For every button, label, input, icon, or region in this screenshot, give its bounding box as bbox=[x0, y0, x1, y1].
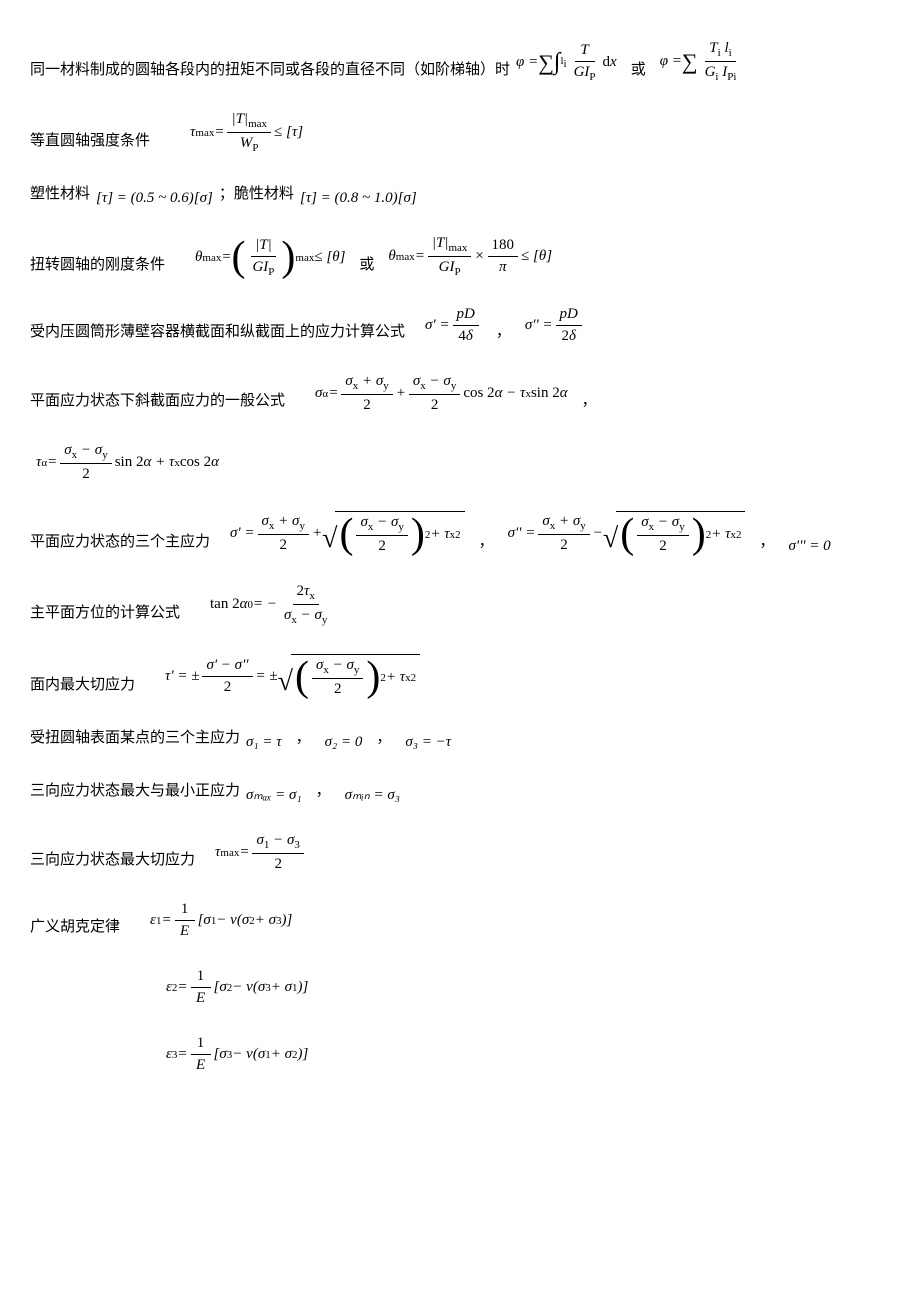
sep-4: 或 bbox=[359, 253, 374, 278]
formula-theta-2: θmax = |T|maxGIP × 180π ≤ [θ] bbox=[388, 235, 552, 278]
formula-phi-2: φ = ∑ Ti liGi IPi bbox=[660, 40, 744, 83]
formula-phi-1: φ = ∑∫li TGIP dx bbox=[516, 42, 617, 83]
line-9: 面内最大切应力 τ' = ± σ' − σ''2 = ± √ ( σx − σy… bbox=[30, 654, 890, 698]
sep-1: 或 bbox=[631, 58, 646, 83]
formula-sigma-alpha: σα = σx + σy2 + σx − σy2 cos 2α − τx sin… bbox=[315, 373, 568, 414]
formula-theta-1: θmax = ( |T|GIP )max ≤ [θ] bbox=[195, 237, 345, 278]
sep-5: ， bbox=[496, 320, 511, 345]
line-7: 平面应力状态的三个主应力 σ' = σx + σy2 + √ ( σx − σy… bbox=[30, 511, 890, 555]
sep-7b: ， bbox=[759, 530, 774, 555]
formula-sigma-p2: σ'' = pD2δ bbox=[525, 306, 585, 345]
label-11: 三向应力状态最大与最小正应力 bbox=[30, 779, 240, 804]
formula-sigma-prime: σ' = σx + σy2 + √ ( σx − σy2 )2 + τx2 bbox=[230, 511, 465, 555]
label-5: 受内压圆筒形薄壁容器横截面和纵截面上的应力计算公式 bbox=[30, 320, 405, 345]
label-6: 平面应力状态下斜截面应力的一般公式 bbox=[30, 389, 285, 414]
formula-sigma-p1: σ' = pD4δ bbox=[425, 306, 482, 345]
label-8: 主平面方位的计算公式 bbox=[30, 601, 180, 626]
sep-11: ， bbox=[316, 779, 331, 804]
line-6: 平面应力状态下斜截面应力的一般公式 σα = σx + σy2 + σx − σ… bbox=[30, 373, 890, 414]
formula-3b: [τ] = (0.8 ~ 1.0)[σ] bbox=[300, 190, 417, 207]
label-3b: 脆性材料 bbox=[234, 182, 294, 207]
line-3: 塑性材料 [τ] = (0.5 ~ 0.6)[σ] ； 脆性材料 [τ] = (… bbox=[30, 182, 890, 207]
label-12: 三向应力状态最大切应力 bbox=[30, 848, 195, 873]
label-3a: 塑性材料 bbox=[30, 182, 90, 207]
formula-tan2a: tan 2α0 = − 2τxσx − σy bbox=[210, 583, 334, 626]
formula-eps2: ε2 = 1E [σ2 − ν(σ3 + σ1)] bbox=[166, 968, 308, 1007]
line-12: 三向应力状态最大切应力 τmax = σ1 − σ32 bbox=[30, 832, 890, 873]
line-5: 受内压圆筒形薄壁容器横截面和纵截面上的应力计算公式 σ' = pD4δ ， σ'… bbox=[30, 306, 890, 345]
formula-10c: σ₃ = −τ bbox=[405, 734, 451, 751]
line-13b: ε2 = 1E [σ2 − ν(σ3 + σ1)] bbox=[30, 968, 890, 1007]
label-10: 受扭圆轴表面某点的三个主应力 bbox=[30, 726, 240, 751]
line-10: 受扭圆轴表面某点的三个主应力 σ₁ = τ ， σ₂ = 0 ， σ₃ = −τ bbox=[30, 726, 890, 751]
line-13: 广义胡克定律 ε1 = 1E [σ1 − ν(σ2 + σ3)] bbox=[30, 901, 890, 940]
line-8: 主平面方位的计算公式 tan 2α0 = − 2τxσx − σy bbox=[30, 583, 890, 626]
line-2: 等直圆轴强度条件 τmax = |T|maxWP ≤ [τ] bbox=[30, 111, 890, 154]
formula-sigma-doubleprime: σ'' = σx + σy2 − √ ( σx − σy2 )2 + τx2 bbox=[508, 511, 746, 555]
label-4: 扭转圆轴的刚度条件 bbox=[30, 253, 165, 278]
line-4: 扭转圆轴的刚度条件 θmax = ( |T|GIP )max ≤ [θ] 或 θ… bbox=[30, 235, 890, 278]
line-13c: ε3 = 1E [σ3 − ν(σ1 + σ2)] bbox=[30, 1035, 890, 1074]
formula-11a: σₘₐₓ = σ₁ bbox=[246, 785, 302, 804]
line-1: 同一材料制成的圆轴各段内的扭矩不同或各段的直径不同（如阶梯轴）时 φ = ∑∫l… bbox=[30, 40, 890, 83]
line-11: 三向应力状态最大与最小正应力 σₘₐₓ = σ₁ ， σₘᵢₙ = σ₃ bbox=[30, 779, 890, 804]
sep-10a: ， bbox=[296, 726, 311, 751]
line-6b: τα = σx − σy2 sin 2α + τx cos 2α bbox=[30, 442, 890, 483]
formula-tau-alpha: τα = σx − σy2 sin 2α + τx cos 2α bbox=[36, 442, 219, 483]
sep-6: ， bbox=[582, 389, 597, 414]
formula-10a: σ₁ = τ bbox=[246, 734, 282, 751]
label-1: 同一材料制成的圆轴各段内的扭矩不同或各段的直径不同（如阶梯轴）时 bbox=[30, 58, 510, 83]
formula-eps1: ε1 = 1E [σ1 − ν(σ2 + σ3)] bbox=[150, 901, 292, 940]
formula-tau-max-3d: τmax = σ1 − σ32 bbox=[215, 832, 307, 873]
formula-eps3: ε3 = 1E [σ3 − ν(σ1 + σ2)] bbox=[166, 1035, 308, 1074]
formula-tau-max: τmax = |T|maxWP ≤ [τ] bbox=[190, 111, 303, 154]
sep-10b: ， bbox=[376, 726, 391, 751]
formula-11b: σₘᵢₙ = σ₃ bbox=[345, 785, 400, 804]
label-2: 等直圆轴强度条件 bbox=[30, 129, 150, 154]
label-13: 广义胡克定律 bbox=[30, 915, 120, 940]
formula-sigma-3prime: σ''' = 0 bbox=[788, 538, 830, 555]
label-9: 面内最大切应力 bbox=[30, 673, 135, 698]
formula-10b: σ₂ = 0 bbox=[325, 734, 363, 751]
sep-3: ； bbox=[219, 182, 234, 207]
label-7: 平面应力状态的三个主应力 bbox=[30, 530, 210, 555]
formula-tau-prime: τ' = ± σ' − σ''2 = ± √ ( σx − σy2 )2 + τ… bbox=[165, 654, 420, 698]
formula-3a: [τ] = (0.5 ~ 0.6)[σ] bbox=[96, 190, 213, 207]
sep-7a: ， bbox=[479, 530, 494, 555]
